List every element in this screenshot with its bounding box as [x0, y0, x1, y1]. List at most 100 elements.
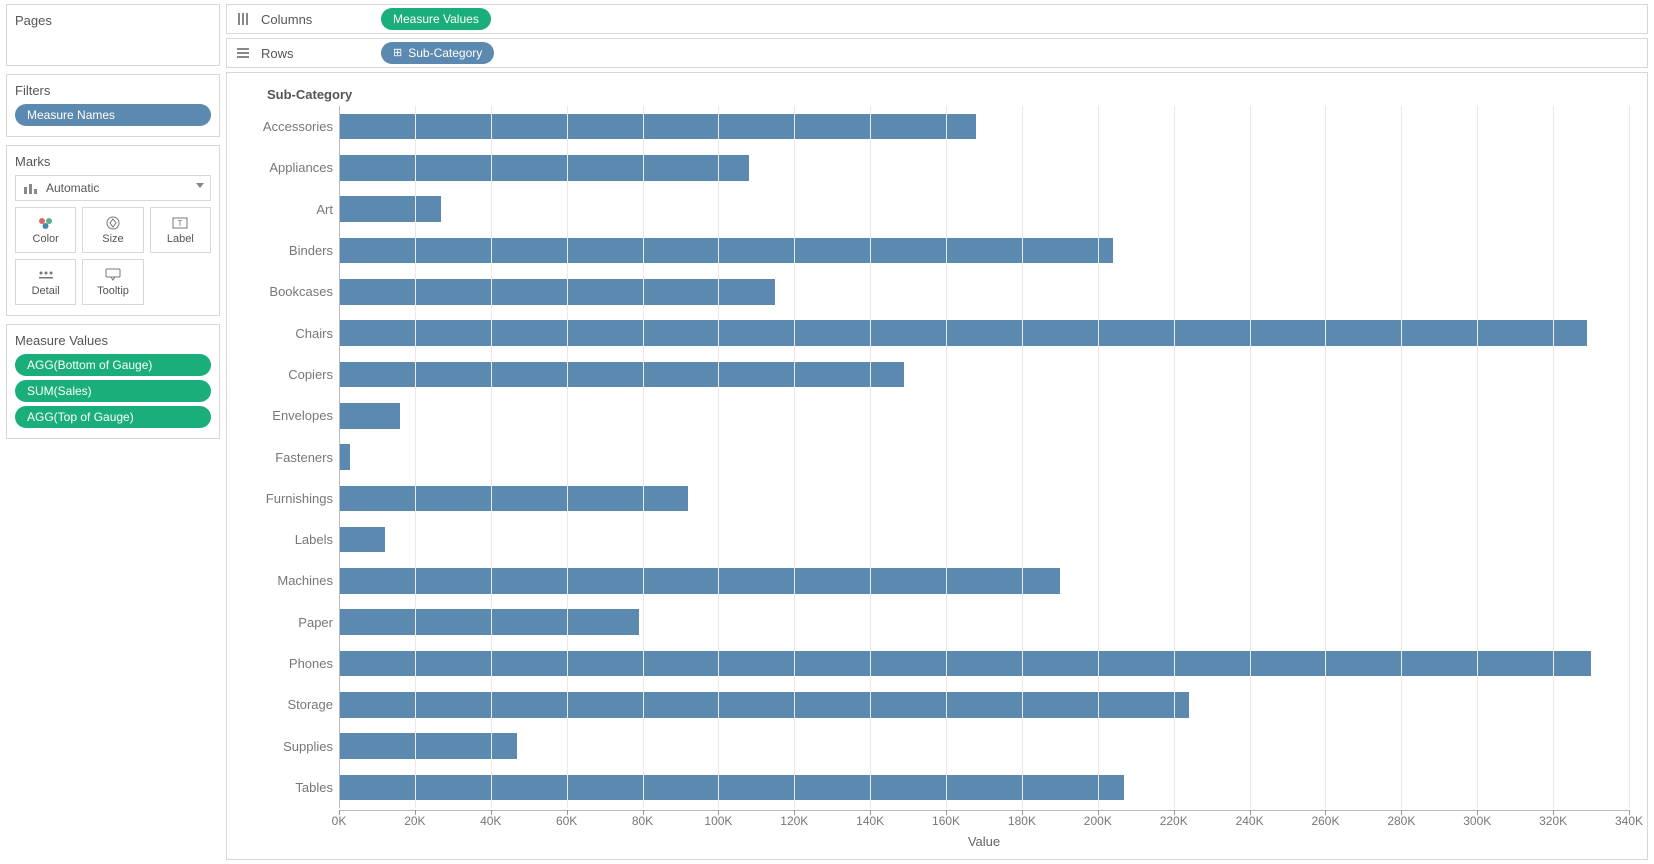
gridline	[1477, 106, 1478, 808]
x-axis-ticks: 0K20K40K60K80K100K120K140K160K180K200K22…	[339, 810, 1629, 828]
bar[interactable]	[339, 403, 400, 429]
marks-type-select[interactable]: Automatic	[15, 175, 211, 201]
expand-icon: ⊞	[393, 42, 402, 64]
bar[interactable]	[339, 362, 904, 388]
gridline	[643, 106, 644, 808]
marks-grid: Color Size T Label Detail	[15, 207, 211, 305]
chart-plot-area[interactable]	[339, 106, 1629, 808]
filters-panel: Filters Measure Names	[6, 74, 220, 137]
bar-row	[339, 725, 1629, 766]
bar[interactable]	[339, 444, 350, 470]
bar-row	[339, 106, 1629, 147]
x-tick-label: 200K	[1084, 814, 1112, 828]
y-axis-label: Labels	[235, 519, 339, 560]
marks-tooltip-button[interactable]: Tooltip	[82, 259, 143, 305]
bar[interactable]	[339, 486, 688, 512]
bar[interactable]	[339, 527, 385, 553]
y-axis-label: Chairs	[235, 312, 339, 353]
columns-shelf-label: Columns	[261, 12, 371, 27]
marks-color-label: Color	[33, 233, 59, 245]
bar-row	[339, 602, 1629, 643]
bar[interactable]	[339, 568, 1060, 594]
worksheet-area: Columns Measure Values Rows ⊞ Sub-Catego…	[224, 0, 1654, 864]
rows-pill-sub-category[interactable]: ⊞ Sub-Category	[381, 42, 494, 64]
bar[interactable]	[339, 155, 749, 181]
bar[interactable]	[339, 775, 1124, 801]
bar-row	[339, 189, 1629, 230]
left-sidebar: Pages Filters Measure Names Marks Automa…	[0, 0, 224, 864]
bar-row	[339, 354, 1629, 395]
x-tick-label: 180K	[1008, 814, 1036, 828]
x-axis-title: Value	[339, 834, 1629, 849]
pages-title: Pages	[15, 13, 211, 28]
bar-row	[339, 478, 1629, 519]
marks-color-button[interactable]: Color	[15, 207, 76, 253]
measure-values-panel: Measure Values AGG(Bottom of Gauge)SUM(S…	[6, 324, 220, 439]
marks-empty-cell	[150, 259, 211, 305]
gridline	[415, 106, 416, 808]
x-axis-area: 0K20K40K60K80K100K120K140K160K180K200K22…	[235, 810, 1629, 828]
bar-row	[339, 519, 1629, 560]
bar-row	[339, 271, 1629, 312]
x-tick-label: 0K	[332, 814, 347, 828]
gridline	[1250, 106, 1251, 808]
bar[interactable]	[339, 320, 1587, 346]
tooltip-icon	[104, 268, 122, 282]
rows-shelf-label: Rows	[261, 46, 371, 61]
bar[interactable]	[339, 692, 1189, 718]
label-icon: T	[171, 216, 189, 230]
detail-icon	[37, 268, 55, 282]
x-tick-label: 100K	[704, 814, 732, 828]
bar[interactable]	[339, 651, 1591, 677]
gridline	[718, 106, 719, 808]
marks-tooltip-label: Tooltip	[97, 285, 129, 297]
marks-type-label: Automatic	[46, 181, 99, 195]
columns-icon	[235, 12, 251, 26]
color-icon	[37, 216, 55, 230]
x-tick-label: 120K	[780, 814, 808, 828]
columns-shelf[interactable]: Columns Measure Values	[226, 4, 1648, 34]
gridline	[1174, 106, 1175, 808]
x-tick-label: 60K	[556, 814, 577, 828]
rows-pill-label: Sub-Category	[408, 42, 482, 64]
bar-row	[339, 560, 1629, 601]
marks-title: Marks	[15, 154, 211, 169]
columns-pill-measure-values[interactable]: Measure Values	[381, 8, 491, 30]
y-axis-label: Storage	[235, 684, 339, 725]
x-tick-label: 220K	[1160, 814, 1188, 828]
marks-size-button[interactable]: Size	[82, 207, 143, 253]
y-axis-line	[339, 106, 340, 808]
bar[interactable]	[339, 238, 1113, 264]
y-axis-label: Fasteners	[235, 436, 339, 477]
x-tick-label: 280K	[1387, 814, 1415, 828]
y-axis-label: Accessories	[235, 106, 339, 147]
x-tick-label: 140K	[856, 814, 884, 828]
gridline	[567, 106, 568, 808]
marks-detail-button[interactable]: Detail	[15, 259, 76, 305]
bar-row	[339, 395, 1629, 436]
rows-shelf[interactable]: Rows ⊞ Sub-Category	[226, 38, 1648, 68]
chart-body: AccessoriesAppliancesArtBindersBookcases…	[235, 106, 1629, 808]
bar[interactable]	[339, 279, 775, 305]
measure-value-pill[interactable]: SUM(Sales)	[15, 380, 211, 402]
gridline	[1098, 106, 1099, 808]
marks-label-button[interactable]: T Label	[150, 207, 211, 253]
bar[interactable]	[339, 609, 639, 635]
chart-bars	[339, 106, 1629, 808]
x-tick-label: 160K	[932, 814, 960, 828]
x-tick-label: 20K	[404, 814, 425, 828]
bar[interactable]	[339, 196, 441, 222]
bar[interactable]	[339, 114, 976, 140]
filter-pill-measure-names[interactable]: Measure Names	[15, 104, 211, 126]
bar-row	[339, 312, 1629, 353]
gridline	[794, 106, 795, 808]
y-axis-label: Furnishings	[235, 478, 339, 519]
y-axis-label: Envelopes	[235, 395, 339, 436]
viz-canvas: Sub-Category AccessoriesAppliancesArtBin…	[226, 72, 1648, 860]
measure-value-pill[interactable]: AGG(Top of Gauge)	[15, 406, 211, 428]
columns-pill-label: Measure Values	[393, 8, 479, 30]
y-axis-label: Art	[235, 189, 339, 230]
measure-value-pill[interactable]: AGG(Bottom of Gauge)	[15, 354, 211, 376]
y-axis-label: Tables	[235, 767, 339, 808]
gridline	[1629, 106, 1630, 808]
